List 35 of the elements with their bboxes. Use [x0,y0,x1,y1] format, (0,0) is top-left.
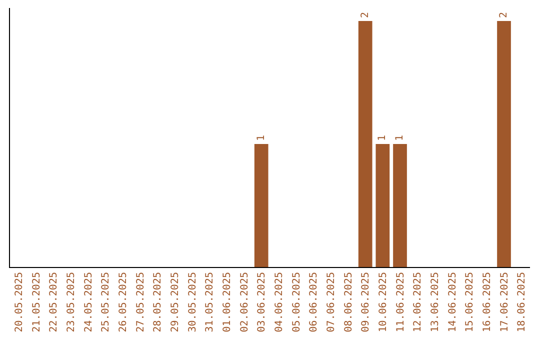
x-tick-label: 21.05.2025 [31,272,42,332]
data-label: 2 [360,12,371,18]
data-label: 2 [498,12,510,18]
x-tick-label: 22.05.2025 [48,272,60,332]
data-label: 1 [394,134,406,141]
x-tick-label: 25.05.2025 [100,272,112,332]
x-tick-label: 03.06.2025 [256,272,268,332]
x-tick-label: 17.06.2025 [499,272,510,332]
x-tick-label: 04.06.2025 [274,272,285,332]
x-tick-label: 23.05.2025 [66,272,77,332]
x-tick-label: 31.05.2025 [204,272,216,332]
x-tick-label: 18.06.2025 [516,272,528,332]
x-tick-label: 09.06.2025 [360,272,372,332]
x-tick-label: 12.06.2025 [412,272,424,332]
x-tick-label: 16.06.2025 [482,272,493,332]
x-tick-label: 07.06.2025 [326,272,337,332]
x-tick-label: 26.05.2025 [118,272,129,332]
x-tick-label: 08.06.2025 [343,272,354,332]
x-tick-label: 13.06.2025 [430,272,441,332]
x-tick-label: 28.05.2025 [152,272,164,332]
x-tick-label: 10.06.2025 [378,272,389,332]
x-tick-label: 29.05.2025 [170,272,181,332]
x-tick-label: 06.06.2025 [308,272,320,332]
x-tick-label: 01.06.2025 [222,272,233,332]
x-tick-label: 24.05.2025 [83,272,94,332]
x-tick-label: 02.06.2025 [239,272,250,332]
x-tick-label: 14.06.2025 [447,272,458,332]
x-tick-label: 20.05.2025 [14,272,25,332]
x-tick-label: 11.06.2025 [395,272,406,332]
x-tick-label: 15.06.2025 [464,272,476,332]
x-tick-label: 30.05.2025 [187,272,198,332]
x-tick-label: 27.05.2025 [135,272,146,332]
x-tick-label: 05.06.2025 [291,272,302,332]
data-label: 1 [256,134,267,141]
data-label: 1 [377,134,388,141]
